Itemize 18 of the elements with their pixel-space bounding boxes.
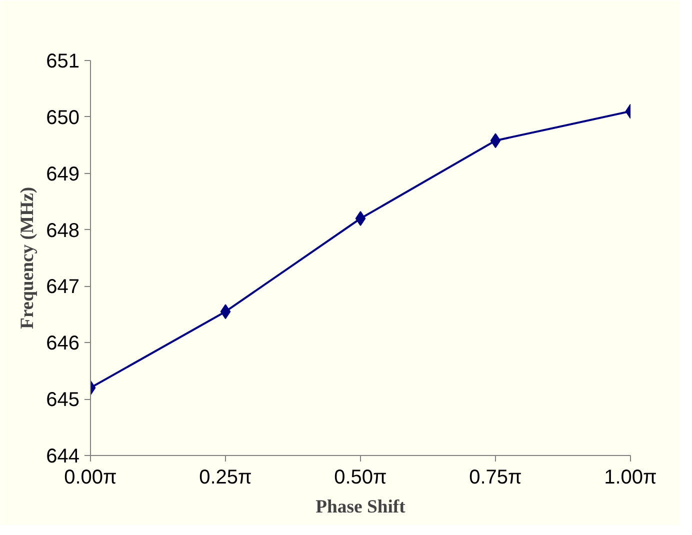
x-tick-label: 0.00π — [64, 466, 117, 488]
point — [355, 211, 366, 226]
y-tick-label: 644 — [46, 446, 80, 468]
y-tick-label: 649 — [46, 163, 80, 186]
x-tick-label: 0.50π — [334, 466, 387, 488]
x-tick-label: 0.25π — [199, 466, 252, 488]
y-tick-label: 647 — [46, 276, 80, 298]
point — [220, 304, 231, 320]
y-tick-label: 650 — [46, 106, 80, 129]
y-tick-label: 645 — [46, 389, 80, 412]
y-axis-title: Frequency (MHz) — [17, 186, 38, 330]
y-tick-label: 651 — [46, 50, 80, 72]
y-tick-label: 648 — [46, 220, 80, 242]
x-tick-label: 0.75π — [469, 466, 522, 488]
y-tick-label: 646 — [46, 332, 80, 355]
x-tick-label: 1.00π — [604, 466, 657, 488]
x-axis-title: Phase Shift — [316, 496, 406, 518]
point — [490, 133, 501, 148]
